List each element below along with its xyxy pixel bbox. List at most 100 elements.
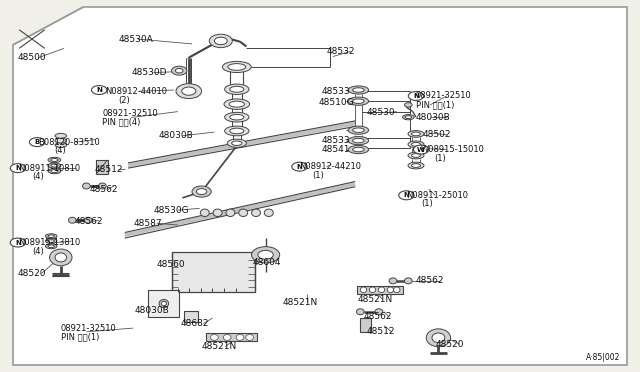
Ellipse shape xyxy=(223,334,231,340)
Text: 48030B: 48030B xyxy=(159,131,193,140)
Text: N: N xyxy=(96,87,102,93)
Ellipse shape xyxy=(55,138,67,143)
Text: 48510G: 48510G xyxy=(319,98,355,107)
Ellipse shape xyxy=(353,128,364,132)
Circle shape xyxy=(29,138,45,147)
Circle shape xyxy=(92,86,107,94)
Ellipse shape xyxy=(348,126,369,134)
Text: N08911-25010: N08911-25010 xyxy=(406,191,468,200)
Ellipse shape xyxy=(229,101,244,107)
Ellipse shape xyxy=(348,97,369,105)
Text: PIN ピン(1): PIN ピン(1) xyxy=(416,100,454,109)
Ellipse shape xyxy=(48,245,54,248)
Text: 48604: 48604 xyxy=(253,258,282,267)
Circle shape xyxy=(292,162,307,171)
Text: 08921-32510: 08921-32510 xyxy=(102,109,158,118)
Ellipse shape xyxy=(353,99,364,103)
Ellipse shape xyxy=(55,142,67,147)
Ellipse shape xyxy=(252,209,260,217)
Circle shape xyxy=(196,189,207,195)
Ellipse shape xyxy=(211,334,218,340)
Text: 48530G: 48530G xyxy=(154,206,189,215)
Ellipse shape xyxy=(225,84,249,94)
Ellipse shape xyxy=(246,334,253,340)
Ellipse shape xyxy=(227,139,246,147)
Ellipse shape xyxy=(83,183,90,189)
Ellipse shape xyxy=(264,209,273,217)
Ellipse shape xyxy=(239,209,248,217)
Text: 48530: 48530 xyxy=(366,108,395,117)
Circle shape xyxy=(175,68,183,73)
Text: 48530A: 48530A xyxy=(118,35,153,44)
Ellipse shape xyxy=(48,240,54,243)
Ellipse shape xyxy=(225,126,249,136)
Text: 48560: 48560 xyxy=(157,260,186,269)
Ellipse shape xyxy=(230,114,244,120)
Text: B08120-83510: B08120-83510 xyxy=(38,138,100,147)
Text: 08921-32510: 08921-32510 xyxy=(61,324,116,333)
Text: 48562: 48562 xyxy=(364,312,392,321)
Text: N: N xyxy=(15,165,21,171)
Ellipse shape xyxy=(68,217,76,223)
Circle shape xyxy=(182,87,196,95)
Ellipse shape xyxy=(161,301,166,306)
Ellipse shape xyxy=(389,278,397,284)
Text: N08911-10810: N08911-10810 xyxy=(18,164,80,173)
Ellipse shape xyxy=(225,112,249,122)
Ellipse shape xyxy=(404,103,412,107)
Text: 48030B: 48030B xyxy=(416,113,451,122)
Ellipse shape xyxy=(230,86,244,92)
Text: 48520: 48520 xyxy=(18,269,47,278)
Text: (1): (1) xyxy=(434,154,445,163)
Ellipse shape xyxy=(404,278,412,284)
Circle shape xyxy=(408,92,424,100)
Ellipse shape xyxy=(348,145,369,154)
Ellipse shape xyxy=(226,209,235,217)
Ellipse shape xyxy=(51,170,58,173)
Ellipse shape xyxy=(48,169,61,174)
Text: (1): (1) xyxy=(312,171,324,180)
Ellipse shape xyxy=(348,86,369,94)
Text: N: N xyxy=(15,240,21,246)
Text: N08912-44010: N08912-44010 xyxy=(106,87,168,96)
Ellipse shape xyxy=(159,299,169,308)
Bar xyxy=(148,290,179,317)
Circle shape xyxy=(214,37,227,45)
Bar xyxy=(357,286,403,294)
Ellipse shape xyxy=(412,132,420,136)
Ellipse shape xyxy=(387,287,394,292)
Bar xyxy=(184,311,198,322)
Circle shape xyxy=(176,84,202,99)
Text: 48562: 48562 xyxy=(416,276,445,285)
Circle shape xyxy=(172,66,187,75)
Text: W: W xyxy=(417,147,425,153)
Ellipse shape xyxy=(50,249,72,266)
Ellipse shape xyxy=(224,99,250,109)
Text: 48532: 48532 xyxy=(326,47,355,56)
Ellipse shape xyxy=(412,154,420,157)
Ellipse shape xyxy=(45,244,57,249)
Bar xyxy=(206,333,257,341)
Circle shape xyxy=(413,145,429,154)
Ellipse shape xyxy=(360,287,367,292)
Ellipse shape xyxy=(408,162,424,169)
Text: 48521N: 48521N xyxy=(202,342,237,351)
Ellipse shape xyxy=(51,158,58,161)
Text: (4): (4) xyxy=(32,172,44,181)
Ellipse shape xyxy=(84,217,92,223)
Circle shape xyxy=(252,247,280,263)
Ellipse shape xyxy=(408,131,424,137)
Text: N: N xyxy=(296,164,303,170)
Ellipse shape xyxy=(55,253,67,262)
Ellipse shape xyxy=(356,309,364,315)
Text: 48682: 48682 xyxy=(180,319,209,328)
Text: N: N xyxy=(403,192,410,198)
Ellipse shape xyxy=(412,142,420,146)
Ellipse shape xyxy=(353,147,364,152)
Circle shape xyxy=(399,191,414,200)
Ellipse shape xyxy=(353,138,364,143)
Text: W08915-15010: W08915-15010 xyxy=(421,145,485,154)
Text: (4): (4) xyxy=(54,146,66,155)
Bar xyxy=(360,318,371,332)
Text: 48500: 48500 xyxy=(18,53,47,62)
